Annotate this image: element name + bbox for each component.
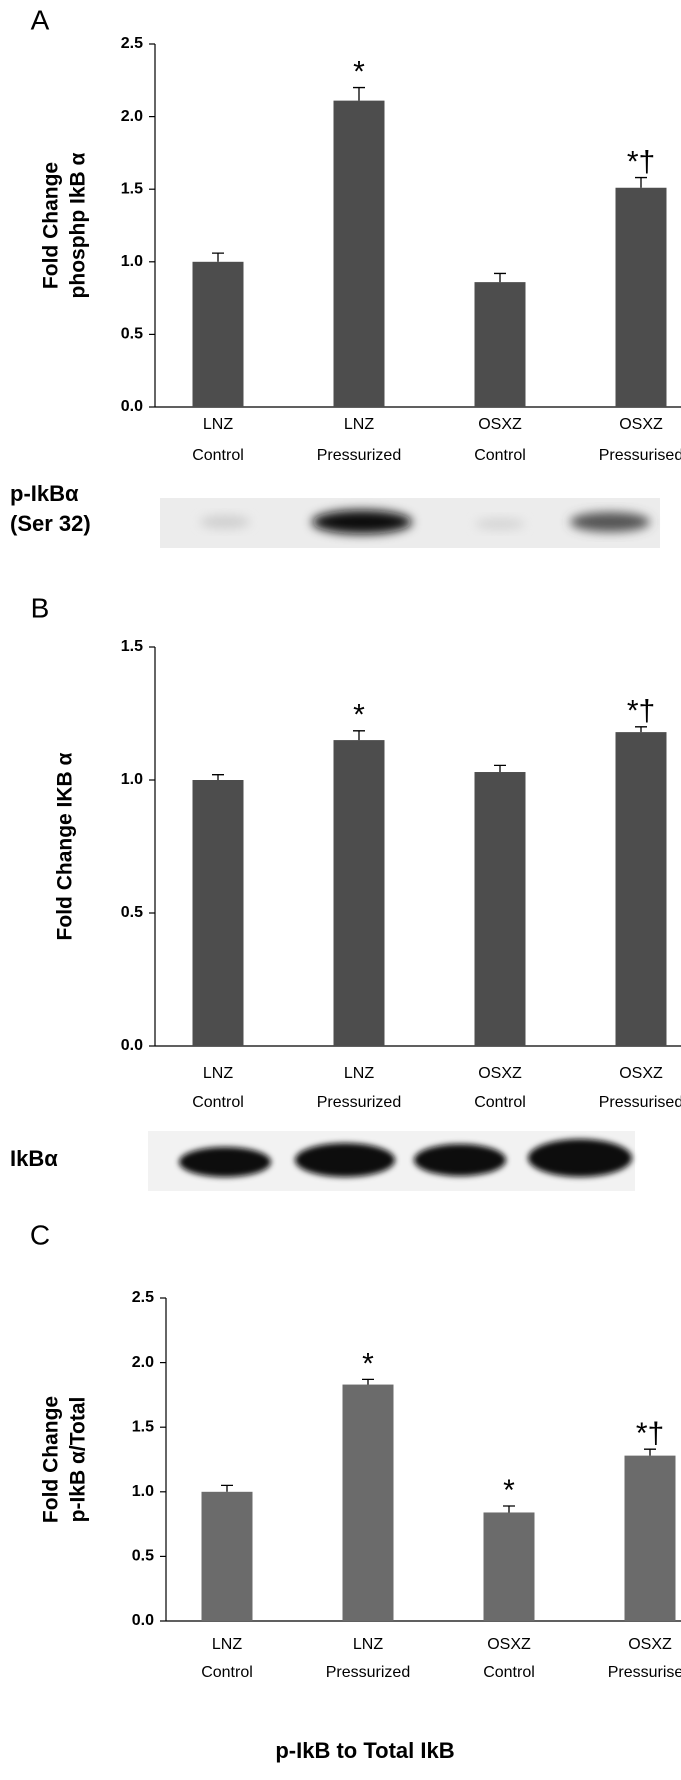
bar [201,1491,253,1621]
bar [342,1384,394,1621]
error-bar [212,774,224,780]
x-tick-label: Control [474,447,526,464]
x-tick-label: Pressurized [317,447,401,464]
blot-label: IkBα [10,1146,58,1171]
y-axis-label: Fold Change [40,162,63,289]
error-bar [644,1448,656,1456]
blot-image [148,1131,635,1191]
y-axis-label: Fold Change [40,1396,63,1523]
annotation: * [503,1474,515,1507]
bar [624,1455,676,1621]
error-bar [635,176,647,188]
x-tick-label: Pressurised [608,1664,681,1681]
x-axis-label: p-IkB to Total IkB [275,1738,454,1763]
y-tick-label: 0.5 [121,904,143,921]
bar [333,100,385,408]
bar [615,187,667,407]
bar [483,1512,535,1621]
x-tick-label: LNZ [344,416,374,433]
bar [192,780,244,1046]
x-tick-label: OSXZ [478,416,522,433]
x-tick-label: LNZ [203,416,233,433]
y-tick-label: 0.5 [121,326,143,343]
x-tick-label: LNZ [212,1636,242,1653]
error-bar [635,726,647,733]
x-tick-label: LNZ [344,1065,374,1082]
bar [474,772,526,1046]
x-tick-label: LNZ [353,1636,383,1653]
y-tick-label: 1.0 [121,253,143,270]
blot-label: p-IkBα [10,481,79,506]
annotation: *† [627,146,655,179]
annotation: * [353,55,365,88]
bar [333,740,385,1046]
x-tick-label: Control [192,1094,244,1111]
x-tick-label: Control [474,1094,526,1111]
x-tick-label: Pressurised [599,1094,681,1111]
bar [615,732,667,1046]
x-tick-label: OSXZ [478,1065,522,1082]
bar [192,261,244,407]
x-tick-label: Control [201,1664,253,1681]
y-tick-label: 1.5 [121,638,143,655]
x-tick-label: Pressurized [326,1664,410,1681]
x-tick-label: Pressurised [599,447,681,464]
error-bar [494,272,506,283]
x-tick-label: OSXZ [619,416,663,433]
x-tick-label: Control [192,447,244,464]
y-tick-label: 1.5 [132,1418,154,1435]
error-bar [353,86,365,101]
y-tick-label: 2.5 [132,1289,154,1306]
y-axis-label: Fold Change IKB α [54,752,77,940]
y-axis-label: phosphp IkB α [67,152,90,298]
x-tick-label: Pressurized [317,1094,401,1111]
annotation: *† [627,695,655,728]
error-bar [221,1484,233,1492]
y-tick-label: 1.5 [121,180,143,197]
y-tick-label: 1.0 [121,771,143,788]
y-tick-label: 2.0 [132,1354,154,1371]
panel-label: C [30,1219,50,1250]
y-tick-label: 0.5 [132,1548,154,1565]
error-bar [494,764,506,773]
x-tick-label: OSXZ [619,1065,663,1082]
x-tick-label: LNZ [203,1065,233,1082]
x-tick-label: OSXZ [487,1636,531,1653]
panel-label: A [31,4,50,35]
y-tick-label: 0.0 [132,1612,154,1629]
error-bar [212,252,224,262]
error-bar [353,730,365,741]
y-tick-label: 2.5 [121,35,143,52]
annotation: *† [636,1417,664,1450]
annotation: * [362,1347,374,1380]
y-tick-label: 0.0 [121,1037,143,1054]
y-axis-label: p-IkB α/Total [67,1397,90,1523]
y-tick-label: 1.0 [132,1483,154,1500]
y-tick-label: 2.0 [121,108,143,125]
blot-image [160,498,660,548]
bar [474,282,526,407]
blot-label: (Ser 32) [10,511,91,536]
x-tick-label: Control [483,1664,535,1681]
annotation: * [353,699,365,732]
y-tick-label: 0.0 [121,398,143,415]
x-tick-label: OSXZ [628,1636,672,1653]
panel-label: B [31,592,50,623]
error-bar [503,1505,515,1513]
error-bar [362,1378,374,1385]
